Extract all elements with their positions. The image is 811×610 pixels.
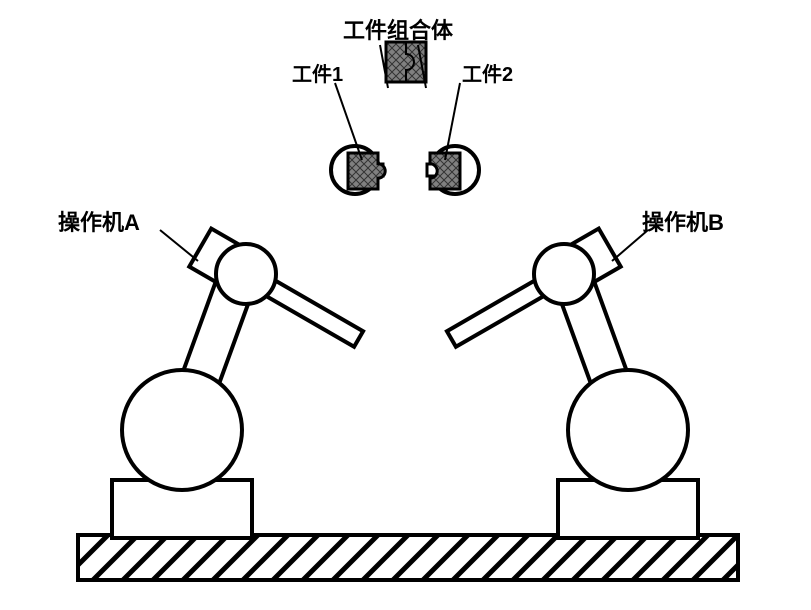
- label-workpiece1: 工件1: [292, 58, 343, 87]
- diagram-canvas: [0, 0, 811, 610]
- label-manip-a: 操作机A: [58, 205, 140, 237]
- label-manip-b: 操作机B: [642, 205, 724, 237]
- label-assembly: 工件组合体: [343, 13, 453, 45]
- label-workpiece2: 工件2: [462, 58, 513, 87]
